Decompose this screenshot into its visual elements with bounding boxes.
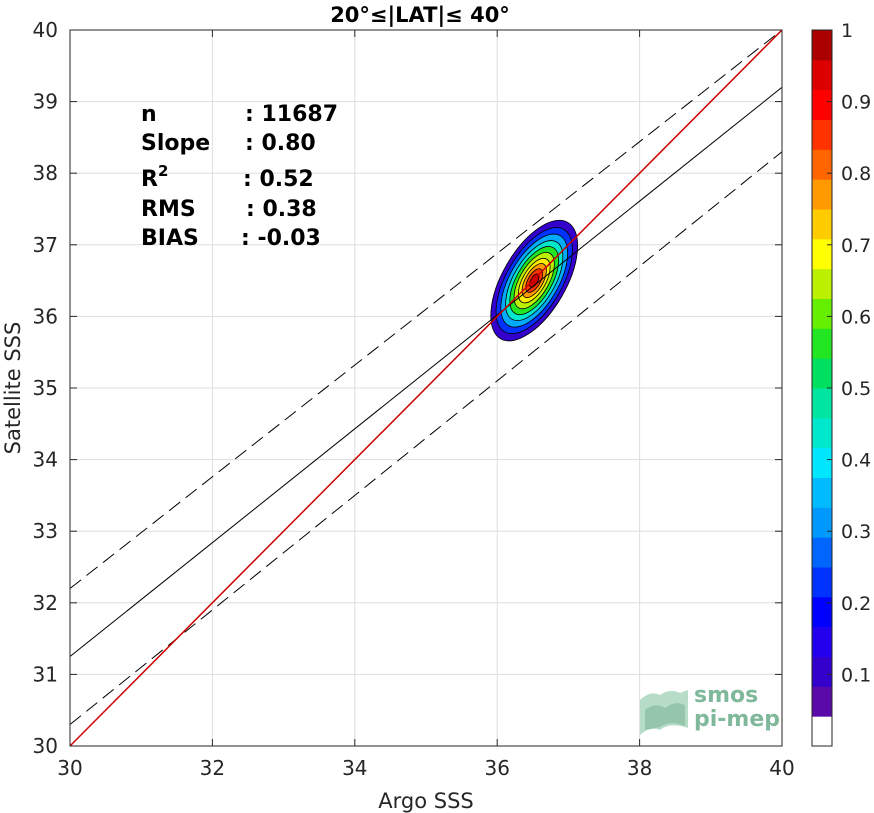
stat-label: Slope [141,131,210,156]
colorbar-segment [812,507,832,538]
colorbar [812,30,832,747]
colorbar-tick-label: 0.6 [841,306,871,328]
colorbar-tick-label: 0.2 [841,593,871,615]
colorbar-segment [812,447,832,478]
x-tick-label: 36 [484,756,509,780]
y-tick-label: 34 [33,448,58,472]
stat-value: : 11687 [245,102,338,127]
y-tick-labels: 30 31 32 33 34 35 36 37 38 39 40 [33,18,58,758]
logo-wave-inner-icon [645,703,685,730]
plot-frame [69,29,783,747]
x-tick-label: 30 [57,756,82,780]
x-tick-label: 40 [769,756,794,780]
x-tick-label: 32 [200,756,225,780]
x-axis-label: Argo SSS [378,789,473,813]
y-tick-label: 38 [33,161,58,185]
colorbar-segment [812,268,832,299]
stat-value: : 0.80 [245,131,316,156]
colorbar-segment [812,388,832,419]
colorbar-tick-label: 1 [841,20,853,42]
colorbar-segment [812,537,832,568]
y-tick-label: 30 [33,734,58,758]
logo-line2: pi-mep [694,707,780,732]
stat-value: : 0.38 [246,197,317,222]
colorbar-segment [812,328,832,359]
y-tick-label: 32 [33,591,58,615]
colorbar-tick-label: 0.3 [841,521,871,543]
lower-bound-line [69,151,783,725]
colorbar-segment [812,477,832,508]
chart-title: 20°≤|LAT|≤ 40° [330,3,510,28]
colorbar-tick-label: 0.7 [841,235,871,257]
stat-label: n [141,102,157,127]
stat-superscript: 2 [158,162,168,180]
y-tick-label: 31 [33,662,58,686]
stat-label: R2 [141,162,168,192]
colorbar-tick-labels: 0.1 0.2 0.3 0.4 0.5 0.6 0.7 0.8 0.9 1 [827,20,871,686]
colorbar-segment [812,209,832,240]
colorbar-segment [812,298,832,329]
x-tick-label: 34 [342,756,367,780]
y-tick-label: 37 [33,233,58,257]
statistics-box: n : 11687 Slope : 0.80 R2 : 0.52 RMS : 0.38 BIAS… [141,102,338,251]
upper-bound-line [69,29,783,589]
colorbar-tick-label: 0.5 [841,378,871,400]
y-tick-label: 39 [33,90,58,114]
density-contours [490,219,579,342]
colorbar-segment [812,656,832,687]
colorbar-segment [812,238,832,270]
colorbar-segment [812,567,832,598]
regression-line [69,86,783,657]
y-tick-label: 35 [33,376,58,400]
reference-lines [69,29,783,747]
colorbar-tick-label: 0.8 [841,163,871,185]
y-tick-label: 33 [33,519,58,543]
colorbar-segment [812,716,832,747]
colorbar-segment [812,626,832,657]
colorbar-segment [812,686,832,717]
colorbar-tick-label: 0.4 [841,450,871,472]
colorbar-tick-label: 0.1 [841,664,871,686]
colorbar-segment [812,417,832,449]
x-tick-label: 38 [627,756,652,780]
identity-line [69,29,783,747]
y-axis-label: Satellite SSS [1,322,25,455]
stat-value: : -0.03 [241,226,321,251]
logo-line1: smos [694,683,758,708]
colorbar-segment [812,596,832,628]
stat-label: RMS [141,197,196,222]
colorbar-segment [812,358,832,389]
smos-pi-mep-logo: smos pi-mep [640,683,780,735]
x-tick-labels: 30 32 34 36 38 40 [57,756,794,780]
colorbar-segment [812,30,832,61]
y-tick-label: 40 [33,18,58,42]
colorbar-segment [812,149,832,180]
y-tick-label: 36 [33,304,58,328]
stat-value: : 0.52 [243,167,314,192]
colorbar-segment [812,119,832,150]
colorbar-segment [812,89,832,120]
colorbar-segment [812,59,832,91]
colorbar-segment [812,179,832,210]
colorbar-tick-label: 0.9 [841,92,871,114]
stat-label: BIAS [141,226,199,251]
